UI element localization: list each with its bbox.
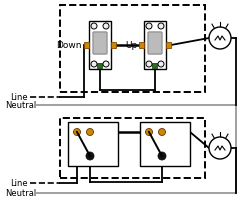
Text: Neutral: Neutral	[5, 101, 36, 110]
Bar	[140, 122, 190, 166]
Circle shape	[146, 129, 153, 135]
Circle shape	[158, 152, 166, 160]
Circle shape	[209, 137, 231, 159]
Bar	[60, 5, 205, 92]
Text: Line: Line	[10, 178, 28, 187]
Bar	[111, 42, 116, 48]
Circle shape	[158, 23, 164, 29]
FancyBboxPatch shape	[148, 32, 162, 54]
FancyBboxPatch shape	[93, 32, 107, 54]
Circle shape	[86, 152, 94, 160]
Bar	[166, 42, 171, 48]
Bar	[68, 122, 118, 166]
Bar	[144, 21, 166, 69]
Circle shape	[209, 27, 231, 49]
Circle shape	[74, 129, 80, 135]
Circle shape	[103, 61, 109, 67]
Circle shape	[146, 61, 152, 67]
Bar	[60, 118, 205, 178]
Circle shape	[146, 23, 152, 29]
Bar	[89, 21, 111, 69]
Text: Line: Line	[10, 93, 28, 102]
Circle shape	[159, 129, 166, 135]
Text: Up: Up	[125, 41, 137, 50]
Circle shape	[91, 23, 97, 29]
Circle shape	[103, 23, 109, 29]
Bar	[152, 63, 157, 68]
Circle shape	[87, 129, 94, 135]
Text: Down: Down	[56, 41, 82, 50]
Bar	[139, 42, 144, 48]
Circle shape	[91, 61, 97, 67]
Bar	[84, 42, 89, 48]
Text: Neutral: Neutral	[5, 189, 36, 198]
Circle shape	[158, 61, 164, 67]
Bar	[97, 63, 102, 68]
